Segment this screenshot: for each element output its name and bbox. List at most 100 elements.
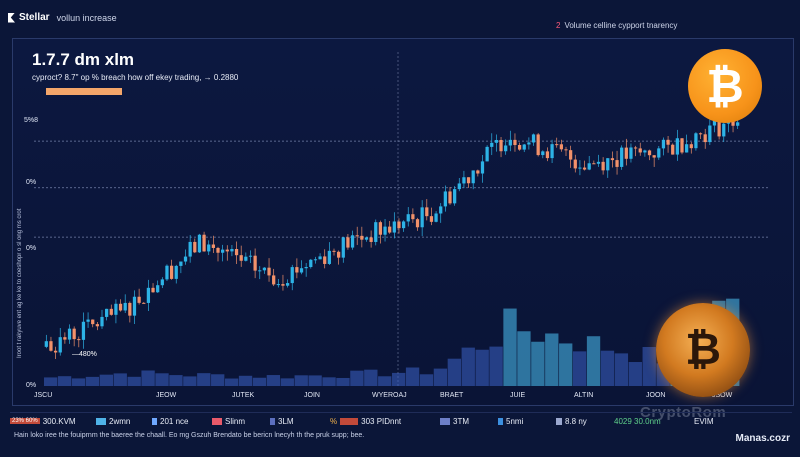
candle [360, 235, 364, 240]
candle [290, 267, 294, 284]
volume-bar [628, 362, 642, 386]
footer-brand[interactable]: Manas.cozr [735, 433, 790, 444]
x-axis-label: JSOW [712, 392, 733, 399]
candle [453, 189, 457, 204]
candle [109, 308, 113, 315]
candle [499, 139, 503, 152]
candle [95, 324, 99, 327]
candle [615, 160, 619, 167]
volume-bar [405, 367, 420, 386]
candle [207, 244, 211, 252]
candle [652, 155, 656, 158]
y-axis-label: 0% [26, 179, 37, 186]
volume-bar [211, 374, 225, 386]
legend-item[interactable]: 4029 30.0nm [614, 417, 694, 426]
volume-bar [447, 358, 461, 386]
candle [355, 235, 359, 237]
candle [160, 279, 164, 286]
candle [216, 247, 220, 253]
candle [578, 167, 582, 169]
candle [508, 139, 512, 146]
legend-item[interactable]: 3TM [440, 417, 498, 426]
candle [169, 265, 174, 279]
candle [596, 161, 601, 164]
candle [429, 216, 434, 222]
candle [689, 144, 693, 149]
candle [550, 144, 554, 159]
legend-item[interactable]: 5nmi [498, 417, 556, 426]
volume-bar [392, 372, 406, 386]
legend-item[interactable]: 3LM [270, 417, 330, 426]
legend-label: 8.8 ny [565, 416, 587, 426]
legend-item[interactable]: Slinm [212, 417, 270, 426]
x-axis-label: JEOW [156, 392, 177, 399]
candle [332, 250, 336, 252]
x-axis-label: WYEROAJ [372, 392, 407, 399]
candle [58, 337, 62, 353]
volume-bar [364, 369, 378, 386]
candle [522, 144, 526, 150]
volume-bar [545, 333, 559, 386]
volume-bar [127, 376, 141, 386]
volume-bar [503, 308, 517, 386]
candle [610, 158, 615, 161]
volume-bar [489, 346, 503, 386]
legend-tag: 23% 60% [10, 418, 40, 424]
candle [341, 237, 345, 258]
legend-row: 23% 60% 300.KVM 2wmn 201 nce Slinm 3LM %… [10, 412, 792, 429]
candle [722, 123, 726, 137]
candle [685, 144, 689, 153]
top-right-caption: 2 Volume celline cypport tnarency [556, 21, 677, 30]
y-axis-label: 0% [26, 245, 37, 252]
volume-bar [71, 378, 86, 386]
candle [183, 256, 188, 262]
volume-bar [183, 376, 197, 386]
candle [295, 267, 299, 273]
candle [420, 207, 424, 228]
candle [517, 145, 522, 150]
candle [494, 139, 499, 143]
x-axis-label: JSCU [34, 392, 53, 399]
candle [123, 302, 127, 311]
legend-item[interactable]: EVIM [694, 417, 732, 426]
candle [299, 268, 304, 273]
legend-item[interactable]: 201 nce [152, 417, 212, 426]
legend-item[interactable]: % 303 PIDnnt [330, 417, 440, 426]
candle [86, 319, 90, 322]
candle [411, 214, 415, 220]
top-bar: Stellar vollun increase 2 Volume celline … [0, 0, 800, 34]
x-axis-label: JOON [646, 392, 666, 399]
candle [350, 235, 355, 248]
candle [712, 119, 717, 126]
legend-swatch [440, 417, 450, 425]
x-axis-label: JUIE [510, 392, 526, 399]
candle [337, 251, 341, 258]
legend-swatch [270, 417, 275, 425]
bitcoin-coin-icon: ₿ [656, 303, 750, 397]
candle [657, 148, 661, 158]
candle [281, 284, 285, 286]
y-axis-label: 0% [26, 382, 37, 389]
volume-bar [99, 374, 113, 386]
candle [601, 161, 605, 171]
legend-label: 303 PIDnnt [361, 416, 402, 426]
candle [661, 139, 666, 149]
candle [156, 285, 160, 293]
candle [736, 122, 740, 126]
legend-item[interactable]: 2wmn [96, 417, 152, 426]
candle [425, 207, 429, 217]
candle [620, 147, 624, 167]
legend-item[interactable]: 8.8 ny [556, 417, 614, 426]
legend-label: 3LM [278, 416, 294, 426]
candle [694, 133, 698, 149]
x-axis-label: ALTIN [574, 392, 594, 399]
brand-logo[interactable]: Stellar vollun increase [8, 12, 117, 23]
candle [132, 296, 137, 316]
legend-swatch [556, 417, 562, 425]
candle [304, 267, 308, 269]
legend-item[interactable]: 23% 60% 300.KVM [10, 417, 96, 426]
volume-bar [113, 373, 127, 386]
candle [174, 265, 178, 279]
candle [105, 308, 109, 317]
candle [448, 191, 452, 204]
